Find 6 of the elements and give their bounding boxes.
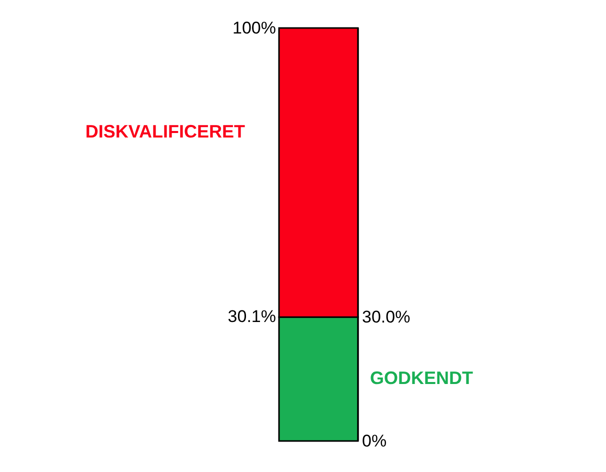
y2-tick-label: 30.0% (362, 308, 410, 327)
y2-tick-label: 0% (362, 431, 387, 450)
series-label: DISKVALIFICERET (85, 121, 246, 142)
y-tick-label: 30.1% (228, 307, 276, 326)
series-label: GODKENDT (370, 368, 474, 388)
y-tick-label: 100% (232, 18, 276, 38)
